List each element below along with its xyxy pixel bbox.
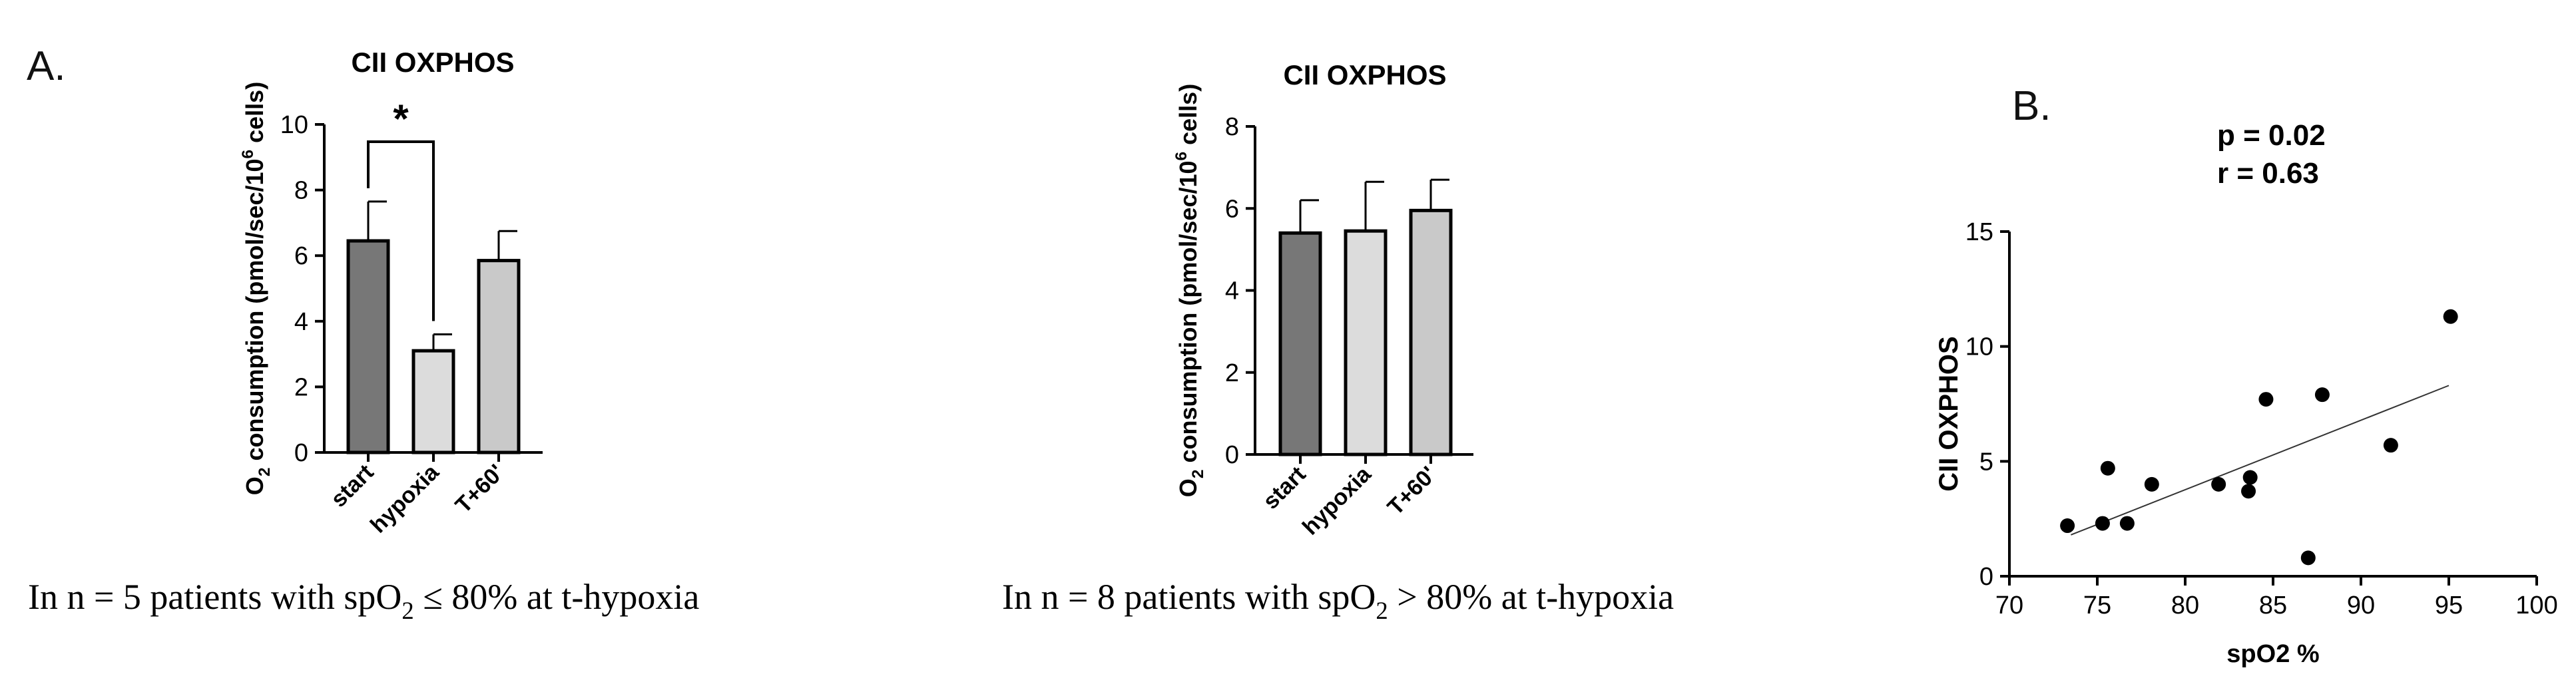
data-point (2300, 550, 2316, 566)
caption-a1: In n = 5 patients with spO2 ≤ 80% at t-h… (28, 577, 699, 624)
y-tick-label: 10 (280, 111, 308, 139)
significance-bracket (367, 140, 435, 321)
data-point (2060, 518, 2075, 534)
y-tick-label: 4 (1225, 277, 1239, 305)
y-axis-label: O2 consumption (pmol/sec/106 cells) (239, 82, 274, 495)
y-tick-label: 0 (1979, 563, 1993, 591)
bar-2 (477, 259, 521, 454)
x-tick-label: start (1258, 462, 1311, 514)
y-axis-label: O2 consumption (pmol/sec/106 cells) (1172, 84, 1207, 497)
bar-2 (1409, 208, 1453, 456)
x-tick-label: T+60' (1383, 462, 1441, 520)
x-tick-label: 100 (2515, 592, 2557, 619)
y-tick-label: 8 (1225, 113, 1239, 141)
bar-0 (1278, 231, 1322, 456)
chart-title: CII OXPHOS (351, 47, 514, 78)
data-point (2241, 484, 2256, 499)
x-tick-label: 85 (2259, 592, 2287, 619)
x-tick-label: 75 (2083, 592, 2111, 619)
y-tick-label: 6 (294, 242, 308, 270)
scatter-chart: p = 0.02 r = 0.63 0 5 10 15 70 75 80 85 90 95 100 spO… (1934, 119, 2558, 668)
data-point (2314, 387, 2330, 403)
y-tick-label: 0 (294, 439, 308, 467)
data-point (2144, 476, 2159, 492)
x-tick-label: 90 (2347, 592, 2375, 619)
chart-title: CII OXPHOS (1283, 59, 1446, 90)
x-tick-label: 70 (1995, 592, 2023, 619)
x-tick-label: 80 (2171, 592, 2199, 619)
y-tick-label: 2 (294, 373, 308, 401)
x-tick-label: hypoxia (366, 459, 444, 538)
y-tick-label: 6 (1225, 195, 1239, 223)
data-point (2258, 392, 2274, 407)
regression-line (2071, 385, 2449, 536)
y-tick-label: 4 (294, 308, 308, 336)
y-tick-label: 0 (1225, 441, 1239, 469)
data-point (2383, 438, 2398, 453)
x-tick-label: hypoxia (1298, 461, 1376, 540)
y-tick-label: 10 (1965, 333, 1993, 361)
data-point (2242, 470, 2258, 485)
x-tick-label: start (326, 460, 379, 512)
bar-1 (1344, 229, 1388, 456)
y-axis-label: CII OXPHOS (1934, 336, 1963, 491)
bar-0 (346, 239, 390, 454)
y-tick-label: 15 (1965, 218, 1993, 246)
caption-a2: In n = 8 patients with spO2 > 80% at t-h… (1002, 577, 1674, 624)
panel-label-a: A. (27, 43, 66, 89)
bar-1 (411, 349, 455, 454)
panel-label-b: B. (2012, 83, 2051, 129)
y-tick-label: 8 (294, 177, 308, 205)
data-point (2100, 460, 2115, 476)
data-point (2095, 516, 2110, 531)
y-tick-label: 5 (1979, 448, 1993, 476)
bar-chart-1: CII OXPHOS O2 consumption (pmol/sec/106 c… (239, 47, 543, 538)
x-axis-label: spO2 % (2226, 640, 2319, 668)
data-point (2119, 516, 2135, 531)
x-tick-label: 95 (2435, 592, 2463, 619)
data-point (2211, 476, 2226, 492)
y-tick-label: 2 (1225, 359, 1239, 387)
r-value-annotation: r = 0.63 (2217, 157, 2319, 190)
p-value-annotation: p = 0.02 (2217, 119, 2326, 152)
bar-chart-2: CII OXPHOS O2 consumption (pmol/sec/106 c… (1172, 59, 1473, 540)
data-point (2443, 309, 2458, 324)
significance-star: * (393, 96, 409, 141)
x-tick-label: T+60' (451, 460, 509, 518)
